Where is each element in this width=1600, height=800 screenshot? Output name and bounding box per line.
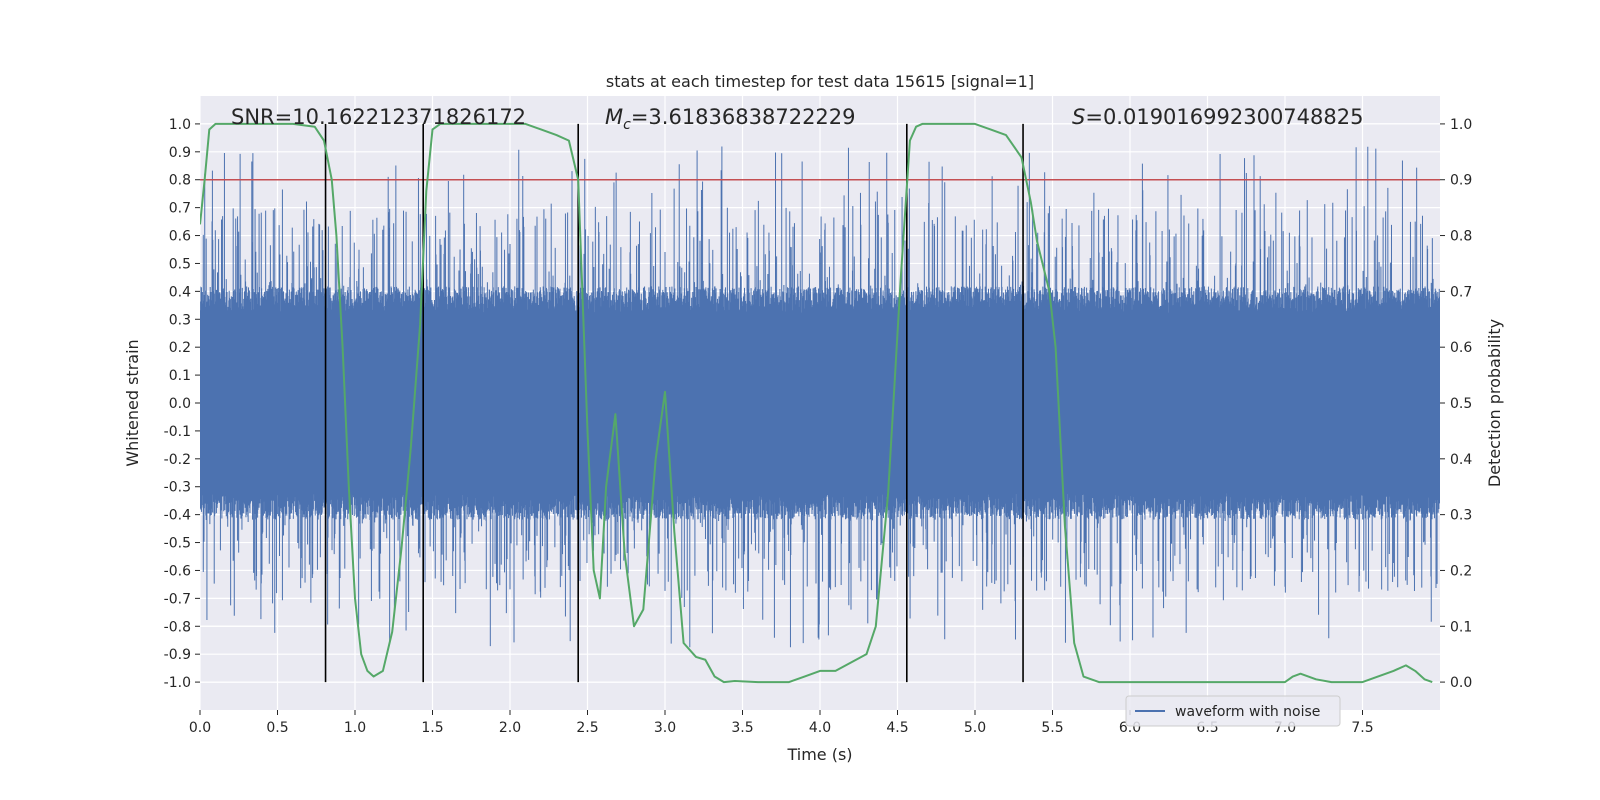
y-tick-label-left: 0.5 <box>169 256 191 272</box>
y-tick-label-left: -0.1 <box>164 424 191 440</box>
y-tick-label-left: -0.7 <box>164 591 191 607</box>
x-tick-label: 3.5 <box>731 720 753 736</box>
y-tick-label-left: 0.6 <box>169 229 191 245</box>
s-symbol: S <box>1072 105 1085 129</box>
y-tick-label-left: 0.0 <box>169 396 191 412</box>
y-axis-label-left: Whitened strain <box>123 339 142 466</box>
x-tick-label: 0.0 <box>189 720 211 736</box>
x-ticks: 0.0 0.5 1.0 1.5 2.0 2.5 3.0 3.5 4.0 4.5 5.0 5.5 6.0 6… <box>189 710 1374 736</box>
x-tick-label: 2.0 <box>499 720 521 736</box>
y-tick-label-left: -0.6 <box>164 563 191 579</box>
x-tick-label: 5.0 <box>964 720 986 736</box>
y-tick-label-left: -0.2 <box>164 452 191 468</box>
chirp-mass-annotation: Mc=3.61836838722229 <box>605 105 856 133</box>
waveform-series <box>200 146 1440 648</box>
x-tick-label: 5.5 <box>1041 720 1063 736</box>
y-tick-label-left: 0.4 <box>169 284 191 300</box>
x-tick-label: 4.0 <box>809 720 831 736</box>
x-tick-label: 0.5 <box>266 720 288 736</box>
chart-title: stats at each timestep for test data 156… <box>606 72 1034 91</box>
y-tick-label-right: 1.0 <box>1450 117 1472 133</box>
y-tick-label-left: -0.3 <box>164 480 191 496</box>
y-ticks-right: 1.0 0.9 0.8 0.7 0.6 0.5 0.4 0.3 0.2 0.1 0.0 <box>1440 117 1472 691</box>
x-tick-label: 3.0 <box>654 720 676 736</box>
x-axis-label: Time (s) <box>786 745 852 764</box>
y-tick-label-right: 0.5 <box>1450 396 1472 412</box>
mc-symbol: M <box>605 105 623 129</box>
y-tick-label-right: 0.1 <box>1450 619 1472 635</box>
legend-box <box>1125 695 1341 727</box>
y-tick-label-right: 0.7 <box>1450 284 1472 300</box>
detection-probability-line <box>200 122 1433 684</box>
y-tick-label-left: 0.9 <box>169 145 191 161</box>
legend-label-waveform: waveform with noise <box>1175 704 1320 720</box>
y-tick-label-left: 0.1 <box>169 368 191 384</box>
snr-annotation: SNR=10.162212371826172 <box>231 105 526 129</box>
waveform-line <box>200 146 1440 648</box>
y-tick-label-right: 0.6 <box>1450 340 1472 356</box>
mc-value: =3.61836838722229 <box>631 105 856 129</box>
y-tick-label-left: 1.0 <box>169 117 191 133</box>
y-tick-label-left: -0.5 <box>164 536 191 552</box>
s-value: =0.019016992300748825 <box>1085 105 1363 129</box>
y-tick-label-left: -0.8 <box>164 619 191 635</box>
vertical-markers <box>324 123 1024 683</box>
s-annotation: S=0.019016992300748825 <box>1072 105 1363 129</box>
legend: waveform with noise <box>1125 695 1341 727</box>
y-tick-label-left: -1.0 <box>164 675 191 691</box>
x-tick-label: 4.5 <box>886 720 908 736</box>
y-tick-label-left: 0.7 <box>169 201 191 217</box>
detection-probability-series <box>200 122 1433 684</box>
y-tick-label-left: 0.8 <box>169 173 191 189</box>
y-tick-label-left: -0.9 <box>164 647 191 663</box>
y-tick-label-right: 0.0 <box>1450 675 1472 691</box>
x-tick-label: 2.5 <box>576 720 598 736</box>
mc-subscript: c <box>623 117 631 133</box>
y-tick-label-left: -0.4 <box>164 508 191 524</box>
y-tick-label-right: 0.2 <box>1450 563 1472 579</box>
y-tick-label-right: 0.8 <box>1450 229 1472 245</box>
y-tick-label-left: 0.2 <box>169 340 191 356</box>
y-tick-label-right: 0.4 <box>1450 452 1472 468</box>
y-tick-label-right: 0.9 <box>1450 173 1472 189</box>
x-tick-label: 7.5 <box>1351 720 1373 736</box>
x-tick-label: 1.5 <box>421 720 443 736</box>
y-tick-label-left: 0.3 <box>169 312 191 328</box>
y-tick-label-right: 0.3 <box>1450 508 1472 524</box>
x-tick-label: 1.0 <box>344 720 366 736</box>
y-ticks-left: 1.0 0.9 0.8 0.7 0.6 0.5 0.4 0.3 0.2 0.1 0.0 -0.1 -0.… <box>164 117 200 691</box>
y-axis-label-right: Detection probability <box>1485 319 1504 487</box>
